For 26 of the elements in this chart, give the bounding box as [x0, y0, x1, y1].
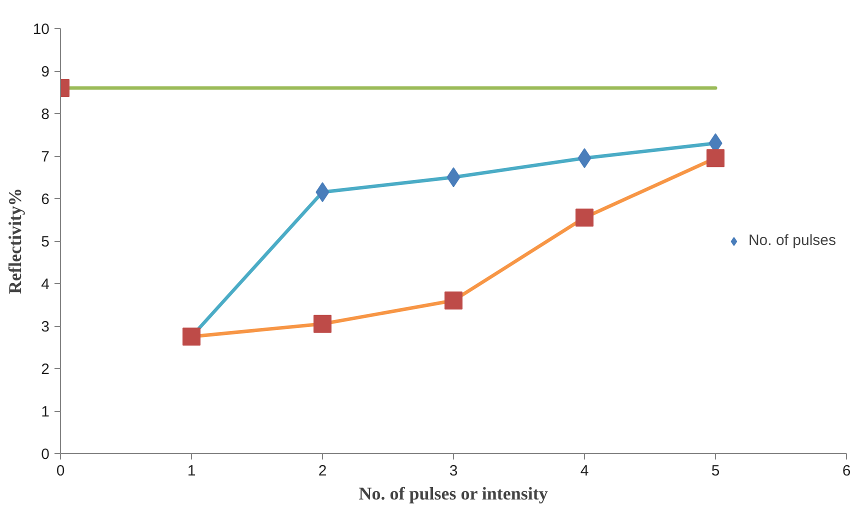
y-tick-label: 6 [41, 191, 50, 208]
point [314, 314, 332, 333]
point [576, 208, 594, 227]
point [182, 328, 200, 346]
y-tick-label: 5 [41, 234, 50, 250]
y-tick-label: 7 [41, 148, 50, 166]
y-tick-label: 9 [41, 64, 50, 80]
y-axis-title: Reflectivity% [4, 188, 25, 294]
point [706, 149, 724, 168]
x-tick-label: 2 [318, 462, 327, 480]
x-axis-title: No. of pulses or intensity [358, 484, 548, 504]
y-tick-label: 3 [41, 318, 50, 336]
x-tick-label: 3 [449, 462, 458, 480]
y-tick-label: 10 [32, 21, 50, 38]
y-tick-label: 2 [41, 361, 50, 378]
x-tick-label: 4 [580, 462, 589, 480]
x-tick-label: 6 [842, 462, 851, 480]
x-tick-label: 0 [56, 462, 65, 480]
y-tick-label: 4 [41, 276, 50, 293]
y-tick-label: 0 [41, 446, 50, 463]
point [444, 292, 462, 310]
y-tick-label: 1 [41, 404, 50, 420]
legend-label: No. of pulses [748, 232, 836, 249]
x-tick-label: 5 [711, 462, 720, 480]
x-tick-label: 1 [187, 462, 196, 480]
y-tick-label: 8 [41, 106, 50, 123]
